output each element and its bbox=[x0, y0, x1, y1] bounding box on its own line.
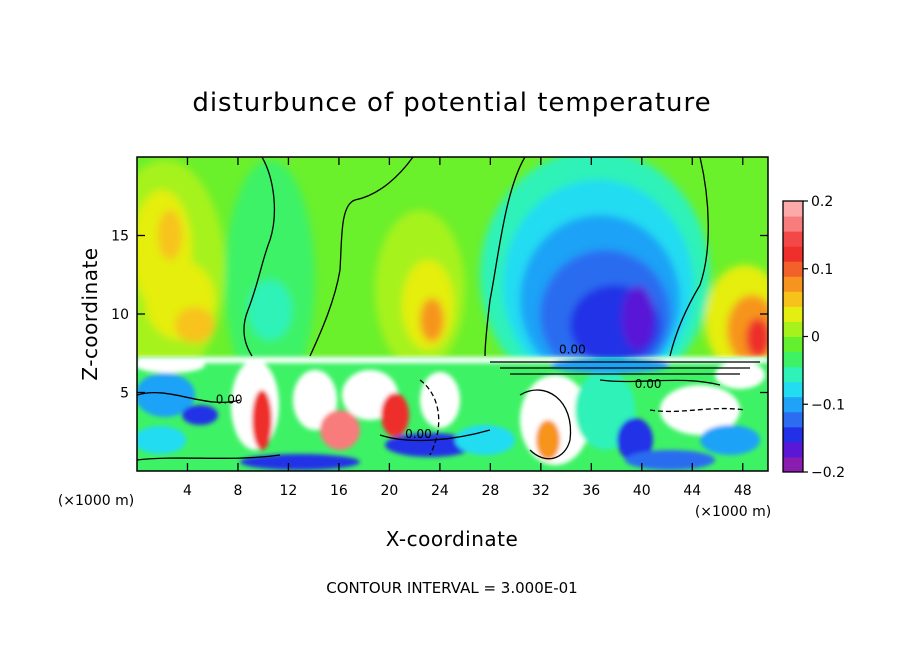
colorbar-swatch-9 bbox=[783, 321, 803, 337]
lower-blob-12 bbox=[455, 425, 515, 455]
x-tick-label-9: 40 bbox=[633, 483, 651, 499]
lower-blob-7 bbox=[320, 410, 360, 450]
lower-blob-1 bbox=[137, 373, 195, 417]
colorbar-swatch-0 bbox=[783, 456, 803, 473]
lower-blob-11 bbox=[385, 433, 475, 457]
x-tick-label-4: 20 bbox=[380, 483, 398, 499]
contour-lower-2 bbox=[379, 429, 491, 442]
x-tick-label-2: 12 bbox=[280, 483, 298, 499]
x-tick-label-7: 32 bbox=[532, 483, 550, 499]
lower-blob-21 bbox=[715, 361, 765, 389]
lower-blob-9 bbox=[381, 393, 409, 437]
colorbar-tick-label-1: 0.1 bbox=[811, 262, 833, 278]
contour-interval-note: CONTOUR INTERVAL = 3.000E-01 bbox=[326, 579, 577, 597]
colorbar-tick-label-3: −0.1 bbox=[811, 397, 845, 413]
lower-blob-23 bbox=[137, 357, 205, 373]
x-axis-unit-left: (×1000 m) bbox=[58, 493, 134, 509]
colorbar-swatch-10 bbox=[783, 306, 803, 322]
y-tick-label-2: 15 bbox=[111, 229, 129, 245]
contour-zero-dome-right bbox=[669, 157, 709, 357]
lower-blob-14 bbox=[536, 420, 560, 460]
x-tick-label-0: 4 bbox=[183, 483, 192, 499]
contour-lower-6 bbox=[649, 407, 746, 413]
colorbar-swatch-7 bbox=[783, 351, 803, 368]
contour-label-1: 0.00 bbox=[635, 377, 662, 391]
colorbar-tick-label-0: 0.2 bbox=[811, 194, 833, 210]
lower-blob-22 bbox=[550, 357, 670, 373]
y-tick-label-0: 5 bbox=[120, 386, 129, 402]
lower-blob-2 bbox=[137, 426, 186, 454]
lower-blob-10 bbox=[420, 372, 460, 428]
contour-lower-5 bbox=[419, 379, 440, 456]
field-green-core bbox=[248, 280, 292, 340]
lower-blob-19 bbox=[625, 450, 715, 470]
x-tick-label-5: 24 bbox=[431, 483, 449, 499]
colorbar-tick-label-4: −0.2 bbox=[811, 465, 845, 481]
field-cold-5 bbox=[622, 286, 654, 350]
colorbar: 0.2 0.1 0 −0.1 −0.2 bbox=[782, 194, 845, 481]
lower-layer bbox=[137, 357, 768, 471]
lower-blob-6 bbox=[293, 370, 337, 430]
contour-label-group: 0.00 0.00 0.00 0.00 bbox=[216, 342, 662, 441]
y-tick-label-1: 10 bbox=[111, 307, 129, 323]
colorbar-swatch-6 bbox=[783, 366, 803, 383]
x-tick-label-6: 28 bbox=[481, 483, 499, 499]
contour-lower-3 bbox=[519, 389, 572, 460]
lower-blob-5 bbox=[252, 390, 272, 450]
contour-zero-mid bbox=[309, 157, 414, 357]
contour-label-0: 0.00 bbox=[559, 342, 586, 356]
contour-zero-left bbox=[243, 157, 276, 357]
x-axis-label: X-coordinate bbox=[386, 527, 519, 551]
contour-lower-7 bbox=[137, 454, 281, 461]
colorbar-swatch-8 bbox=[783, 336, 803, 353]
colorbar-swatch-17 bbox=[783, 201, 803, 217]
colorbar-swatch-14 bbox=[783, 246, 803, 262]
x-tick-label-10: 44 bbox=[683, 483, 701, 499]
colorbar-swatch-3 bbox=[783, 411, 803, 428]
field-warm-left-inner bbox=[158, 210, 182, 260]
colorbar-tick-label-2: 0 bbox=[811, 330, 820, 346]
field-warm-right-inner bbox=[746, 318, 768, 358]
colorbar-swatch-2 bbox=[783, 426, 803, 443]
contour-stripes bbox=[490, 361, 760, 375]
colorbar-swatch-13 bbox=[783, 261, 803, 277]
colorbar-swatch-16 bbox=[783, 216, 803, 232]
colorbar-swatch-1 bbox=[783, 441, 803, 458]
x-axis-unit-right: (×1000 m) bbox=[695, 504, 771, 520]
lower-blob-16 bbox=[617, 418, 653, 462]
lower-blob-18 bbox=[700, 425, 760, 455]
y-axis-label: Z-coordinate bbox=[78, 247, 102, 380]
y-axis: 5 10 15 bbox=[111, 229, 768, 402]
x-tick-label-8: 36 bbox=[582, 483, 600, 499]
contour-label-3: 0.00 bbox=[405, 427, 432, 441]
contour-label-2: 0.00 bbox=[216, 392, 243, 406]
colorbar-swatch-11 bbox=[783, 291, 803, 307]
chart-title: disturbunce of potential temperature bbox=[192, 88, 711, 118]
colorbar-swatch-4 bbox=[783, 396, 803, 413]
x-tick-label-1: 8 bbox=[233, 483, 242, 499]
x-axis: 4 8 12 16 20 24 28 32 36 40 44 48 bbox=[183, 157, 752, 499]
field-warm-left-base bbox=[175, 307, 215, 343]
colorbar-swatch-5 bbox=[783, 381, 803, 398]
lower-blob-20 bbox=[240, 454, 360, 470]
field-warm-mid-inner bbox=[420, 298, 444, 342]
x-tick-label-3: 16 bbox=[330, 483, 348, 499]
contour-lower-1 bbox=[137, 391, 241, 404]
contour-zero-dome bbox=[484, 157, 526, 357]
lower-blob-3 bbox=[182, 405, 218, 425]
plot-area: 0.00 0.00 0.00 0.00 bbox=[137, 157, 768, 471]
x-tick-label-11: 48 bbox=[734, 483, 752, 499]
lower-stripe-1 bbox=[137, 357, 768, 363]
contour-lower-4 bbox=[599, 379, 721, 386]
colorbar-swatch-12 bbox=[783, 276, 803, 292]
colorbar-swatch-15 bbox=[783, 231, 803, 247]
contour-lines bbox=[137, 157, 760, 461]
